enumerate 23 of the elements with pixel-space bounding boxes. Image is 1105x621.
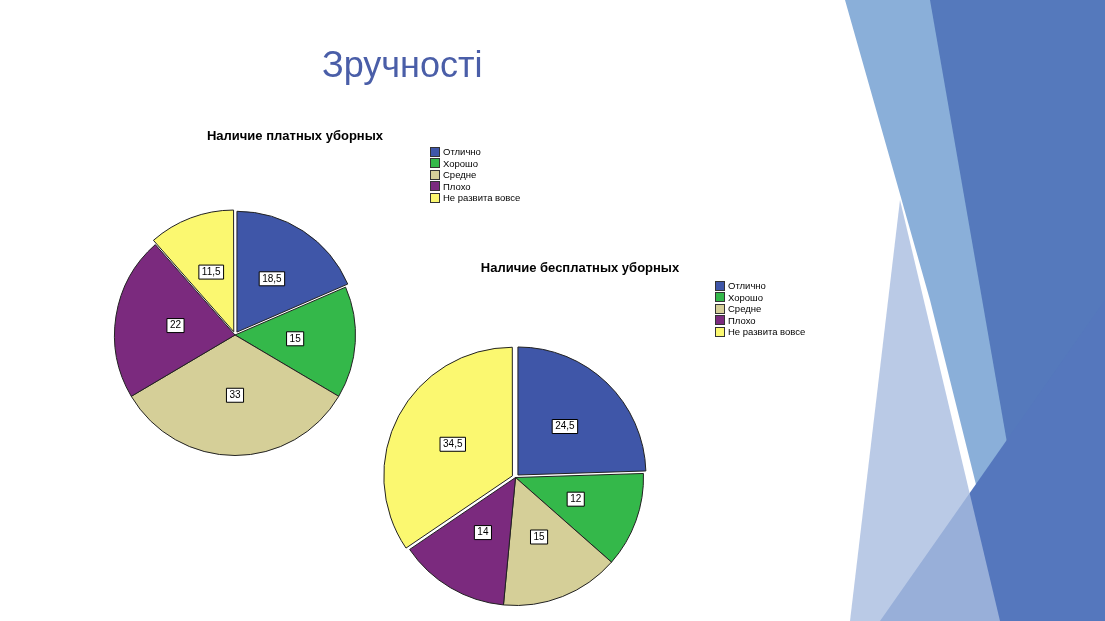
legend-label: Отлично	[443, 146, 481, 158]
legend-label: Плохо	[443, 180, 471, 192]
data-label: 34,5	[443, 438, 463, 450]
data-label: 24,5	[555, 420, 576, 432]
legend-label: Средне	[443, 169, 477, 181]
data-label: 14	[477, 526, 489, 538]
data-label: 15	[533, 530, 546, 542]
legend-label: Отлично	[728, 280, 766, 292]
legend-label: Не развита вовсе	[728, 326, 806, 338]
data-label: 12	[570, 492, 582, 504]
data-label: 22	[169, 319, 182, 331]
chart-title: Наличие платных уборных	[205, 128, 385, 143]
legend-label: Хорошо	[728, 291, 763, 303]
legend-label: Хорошо	[443, 157, 478, 169]
data-label: 11,5	[201, 265, 222, 277]
data-label: 33	[229, 389, 241, 400]
legend-label: Средне	[728, 303, 762, 315]
chart-title: Наличие бесплатных уборных	[479, 260, 681, 275]
data-label: 15	[289, 332, 302, 344]
legend-label: Плохо	[728, 314, 756, 326]
data-label: 18,5	[262, 272, 283, 284]
legend-label: Не развита вовсе	[443, 192, 521, 204]
text: Зручності	[322, 44, 483, 86]
